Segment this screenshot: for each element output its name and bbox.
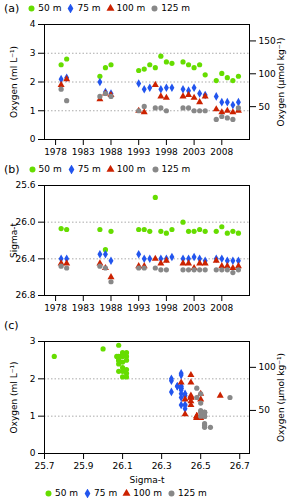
svg-text:26.7: 26.7	[230, 461, 250, 471]
svg-text:0: 0	[30, 448, 36, 458]
svg-text:2008: 2008	[210, 147, 233, 157]
svg-text:50: 50	[259, 102, 271, 112]
svg-text:2008: 2008	[210, 303, 233, 313]
svg-text:1: 1	[30, 411, 36, 421]
html-text:100 m: 100 m	[116, 3, 146, 13]
svg-text:1993: 1993	[127, 147, 150, 157]
svg-text:Sigma-t: Sigma-t	[9, 223, 19, 258]
svg-text:26.3: 26.3	[152, 461, 172, 471]
html-text:75 m: 75 m	[77, 164, 101, 174]
svg-text:2: 2	[30, 374, 36, 384]
svg-text:100: 100	[259, 69, 276, 79]
svg-text:1983: 1983	[72, 147, 95, 157]
html-text:(c): (c)	[4, 318, 19, 332]
svg-text:1998: 1998	[155, 147, 178, 157]
svg-text:3: 3	[30, 48, 36, 58]
svg-text:Oxygen (ml L⁻¹): Oxygen (ml L⁻¹)	[9, 361, 19, 433]
svg-text:26.8: 26.8	[15, 290, 35, 300]
svg-text:1978: 1978	[44, 303, 67, 313]
svg-text:1978: 1978	[44, 147, 67, 157]
svg-text:4: 4	[30, 19, 36, 29]
html-text:50 m: 50 m	[55, 488, 79, 498]
svg-text:1998: 1998	[155, 303, 178, 313]
svg-text:25.6: 25.6	[15, 180, 35, 190]
html-text:125 m: 125 m	[178, 488, 207, 498]
svg-text:2003: 2003	[183, 303, 206, 313]
svg-text:0: 0	[30, 134, 36, 144]
svg-text:1988: 1988	[100, 147, 123, 157]
svg-text:Oxygen (µmol kg⁻¹): Oxygen (µmol kg⁻¹)	[276, 353, 286, 442]
html-text:100 m: 100 m	[116, 164, 146, 174]
svg-text:50: 50	[259, 405, 271, 415]
html-text:(a): (a)	[4, 1, 20, 15]
html-text:50 m: 50 m	[38, 164, 62, 174]
html-text:75 m: 75 m	[77, 3, 101, 13]
svg-text:26.4: 26.4	[15, 253, 36, 264]
svg-text:100: 100	[259, 362, 276, 372]
html-text:125 m: 125 m	[161, 3, 191, 13]
svg-text:25.9: 25.9	[74, 461, 94, 471]
svg-text:Oxygen (µmol kg⁻¹): Oxygen (µmol kg⁻¹)	[276, 37, 286, 126]
svg-text:26.5: 26.5	[191, 461, 211, 471]
svg-text:Sigma-t: Sigma-t	[130, 475, 165, 485]
html-text:100 m: 100 m	[133, 488, 162, 498]
svg-text:2: 2	[30, 77, 36, 87]
svg-text:3: 3	[30, 336, 36, 346]
html-text:50 m: 50 m	[38, 3, 62, 13]
svg-text:150: 150	[259, 36, 276, 46]
svg-text:1993: 1993	[127, 303, 150, 313]
svg-text:25.7: 25.7	[34, 461, 54, 471]
svg-text:26.0: 26.0	[15, 217, 36, 227]
svg-text:Oxygen (ml L⁻¹): Oxygen (ml L⁻¹)	[9, 46, 19, 118]
svg-text:1983: 1983	[72, 303, 95, 313]
svg-text:2003: 2003	[183, 147, 206, 157]
html-text:125 m: 125 m	[161, 164, 191, 174]
svg-text:26.1: 26.1	[113, 461, 133, 471]
svg-text:1988: 1988	[100, 303, 123, 313]
html-text:75 m: 75 m	[94, 488, 118, 498]
svg-text:1: 1	[30, 106, 36, 116]
html-text:(b): (b)	[4, 162, 20, 176]
